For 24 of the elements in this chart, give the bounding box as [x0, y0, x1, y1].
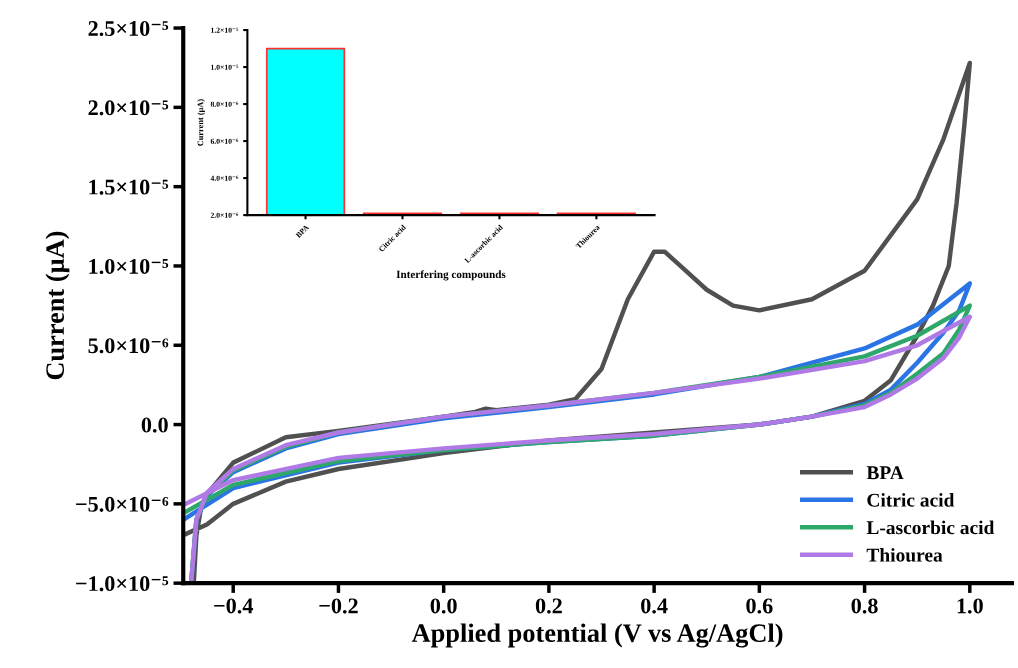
y-tick-label: 1.0×10⁻⁵: [89, 258, 169, 274]
y-tick-label: 2.5×10⁻⁵: [88, 20, 169, 37]
x-tick-label: 0.2: [535, 598, 562, 614]
y-axis-title: Current (μA): [197, 99, 205, 146]
x-axis-title: Interfering compounds: [396, 270, 506, 281]
legend-label: Citric acid: [867, 493, 955, 507]
y-tick-label: 1.5×10⁻⁵: [89, 179, 169, 195]
legend-label: L-ascorbic acid: [866, 520, 995, 535]
y-tick-label: 5.0×10⁻⁶: [88, 338, 169, 354]
legend-label: Thiourea: [866, 548, 943, 562]
x-tick-label: −0.4: [214, 598, 254, 614]
x-tick-label: 0.0: [430, 598, 457, 614]
x-tick-label: 0.8: [851, 598, 878, 614]
y-axis-title: Current (μA): [45, 231, 70, 380]
x-tick-label: 0.6: [746, 598, 773, 614]
legend-label: BPA: [866, 466, 904, 480]
y-tick-label: 0.0: [141, 417, 168, 433]
x-tick-label: −0.2: [319, 598, 358, 614]
x-tick-label: 0.4: [641, 598, 668, 614]
x-tick-label: 1.0: [957, 598, 983, 614]
y-tick-label: −5.0×10⁻⁶: [76, 496, 169, 512]
y-tick-label: 2.0×10⁻⁵: [88, 100, 169, 116]
x-axis-title: Applied potential (V vs Ag/AgCl): [411, 623, 783, 648]
y-tick-label: −1.0×10⁻⁵: [76, 576, 169, 592]
